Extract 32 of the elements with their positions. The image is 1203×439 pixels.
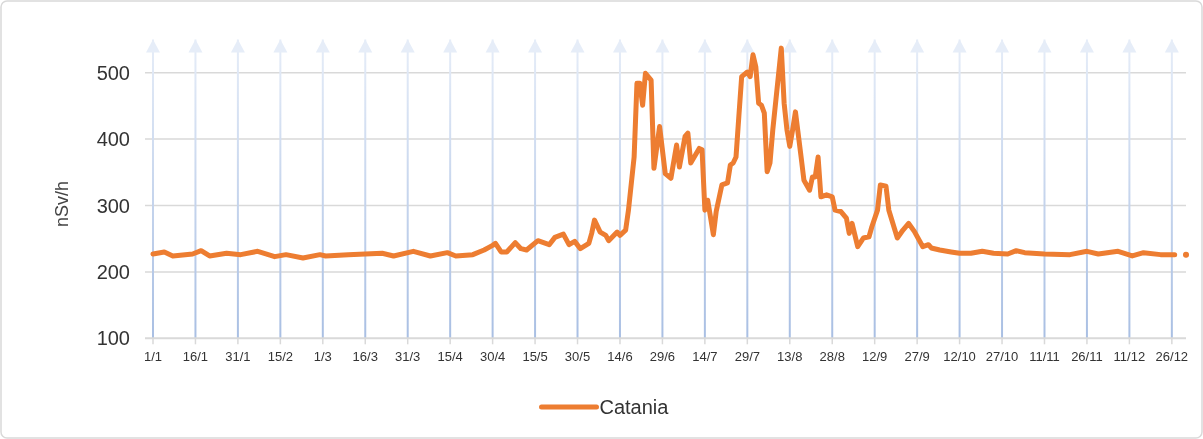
- x-tick-label: 15/5: [522, 349, 548, 365]
- x-tick-label: 15/4: [437, 349, 463, 365]
- x-tick-label: 30/4: [479, 349, 506, 365]
- x-tick-label: 28/8: [819, 349, 845, 365]
- y-tick-label: 300: [96, 194, 130, 217]
- x-tick-label: 27/10: [985, 349, 1019, 365]
- x-tick-label: 27/9: [904, 349, 930, 365]
- x-tick-label: 26/11: [1071, 349, 1103, 365]
- y-tick-label: 400: [96, 128, 130, 151]
- x-tick-label: 26/12: [1155, 349, 1189, 365]
- x-tick-label: 30/5: [564, 349, 591, 365]
- x-tick-label: 31/3: [395, 349, 421, 365]
- y-axis-title: nSv/h: [52, 180, 72, 227]
- x-tick-label: 11/12: [1113, 349, 1146, 365]
- x-tick-label: 14/7: [692, 349, 718, 365]
- x-tick-label: 12/9: [862, 349, 888, 365]
- x-tick-label: 16/3: [352, 349, 378, 365]
- x-tick-label: 31/1: [225, 349, 251, 365]
- x-tick-label: 16/1: [182, 349, 209, 365]
- y-tick-label: 100: [96, 327, 130, 350]
- x-tick-label: 13/8: [777, 349, 803, 365]
- legend-label: Catania: [599, 396, 670, 418]
- x-tick-label: 11/11: [1029, 349, 1060, 365]
- x-tick-label: 1/3: [313, 349, 332, 365]
- y-tick-label: 200: [96, 260, 130, 283]
- y-tick-label: 500: [96, 61, 130, 84]
- x-tick-label: 14/6: [607, 349, 633, 365]
- x-tick-label: 29/6: [649, 349, 676, 365]
- x-tick-label: 29/7: [734, 349, 760, 365]
- x-tick-label: 12/10: [943, 349, 976, 365]
- x-tick-label: 1/1: [143, 349, 163, 365]
- x-tick-label: 15/2: [267, 349, 294, 365]
